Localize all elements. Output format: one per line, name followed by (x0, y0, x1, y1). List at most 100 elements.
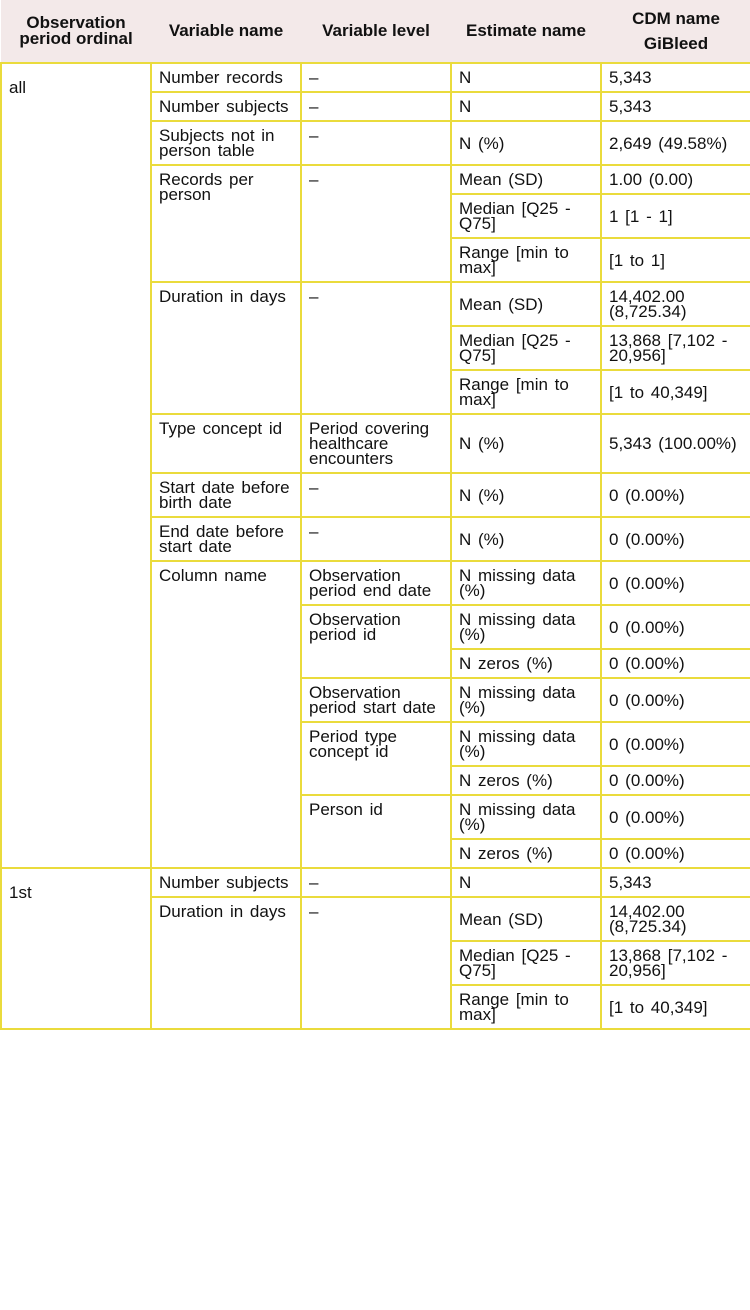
table-row: Column name Observation period end date N … (1, 560, 750, 869)
table-cell: Range [min to max] (450, 984, 602, 1030)
table-cell: N missing data (%) (450, 560, 602, 606)
table-cell: – (300, 867, 452, 898)
table-row: all Number records – N 5,343 (0, 62, 750, 869)
table-cell: N (%) (450, 120, 602, 166)
table-row: Duration in days – Mean (SD) 14,402.00 (8,7… (1, 281, 750, 415)
table-cell: 0 (0.00%) (600, 721, 750, 767)
table-cell: Period type concept id (300, 721, 452, 796)
table-cell: Observation period start date (300, 677, 452, 723)
table-cell: Median [Q25 - Q75] (450, 940, 602, 986)
table-row: End date before start date – N (%) 0 (0.00%… (1, 516, 750, 562)
table-cell: Median [Q25 - Q75] (450, 193, 602, 239)
table-cell: 0 (0.00%) (600, 648, 750, 679)
table-row: Records per person – Mean (SD) 1.00 (0.00) (1, 164, 750, 283)
table-cell: Range [min to max] (450, 369, 602, 415)
table-cell: 5,343 (600, 91, 750, 122)
table-cell: 0 (0.00%) (600, 560, 750, 606)
column-header: Variable level (301, 0, 451, 63)
table-row: Range [min to max] [1 to 40,349] (1, 984, 750, 1030)
table-cell: N (%) (450, 472, 602, 518)
table-cell: – (300, 281, 452, 415)
table-cell: N (450, 867, 602, 898)
table-cell: N (450, 62, 602, 93)
table-row: Range [min to max] [1 to 1] (1, 237, 750, 283)
table-cell: N (%) (450, 516, 602, 562)
table-cell: 5,343 (100.00%) (600, 413, 750, 474)
table-body: all Number records – N 5,343 Number subjects –… (0, 62, 750, 1030)
table-cell: N zeros (%) (450, 838, 602, 869)
table-cell: – (300, 472, 452, 518)
table-cell: – (300, 896, 452, 1030)
table-cell: all (0, 62, 152, 869)
table-cell: 1.00 (0.00) (600, 164, 750, 195)
table-row: 1st Number subjects – N 5,343 (0, 867, 750, 1030)
table-cell: Mean (SD) (450, 164, 602, 195)
table-cell: 5,343 (600, 62, 750, 93)
summary-table: Observation period ordinal Variable name… (0, 0, 750, 1030)
table-cell: N zeros (%) (450, 765, 602, 796)
column-header: Estimate name (451, 0, 601, 63)
table-cell: 0 (0.00%) (600, 838, 750, 869)
column-header: CDM name GiBleed (601, 0, 750, 63)
table-cell: N missing data (%) (450, 721, 602, 767)
table-row: N zeros (%) 0 (0.00%) (1, 838, 750, 869)
table-cell: Median [Q25 - Q75] (450, 325, 602, 371)
column-header: Variable name (151, 0, 301, 63)
table-row: Median [Q25 - Q75] 13,868 [7,102 - 20,956… (1, 325, 750, 371)
cdm-name-label: CDM name (632, 8, 720, 28)
table-cell: 0 (0.00%) (600, 604, 750, 650)
table-cell: Range [min to max] (450, 237, 602, 283)
table-cell: Number subjects (150, 91, 302, 122)
table-cell: 1st (0, 867, 152, 1030)
table-cell: – (300, 120, 452, 166)
table-cell: N missing data (%) (450, 677, 602, 723)
table-row: Median [Q25 - Q75] 13,868 [7,102 - 20,956… (1, 940, 750, 986)
table-cell: 14,402.00 (8,725.34) (600, 281, 750, 327)
table-cell: 13,868 [7,102 - 20,956] (600, 940, 750, 986)
table-cell: Period covering healthcare encounters (300, 413, 452, 474)
table-header: Observation period ordinal Variable name… (1, 0, 750, 63)
table-cell: [1 to 40,349] (600, 984, 750, 1030)
table-cell: Duration in days (150, 281, 302, 415)
table-cell: 13,868 [7,102 - 20,956] (600, 325, 750, 371)
table-cell: End date before start date (150, 516, 302, 562)
table-row: Range [min to max] [1 to 40,349] (1, 369, 750, 415)
table-cell: 0 (0.00%) (600, 794, 750, 840)
table-row: Subjects not in person table – N (%) 2,649 … (1, 120, 750, 166)
table-cell: N missing data (%) (450, 604, 602, 650)
table-cell: N (450, 91, 602, 122)
table-cell: 2,649 (49.58%) (600, 120, 750, 166)
table-cell: Duration in days (150, 896, 302, 1030)
table-cell: Type concept id (150, 413, 302, 474)
table-cell: – (300, 516, 452, 562)
table-cell: – (300, 91, 452, 122)
table-cell: Mean (SD) (450, 896, 602, 942)
table-cell: Records per person (150, 164, 302, 283)
table-row: Start date before birth date – N (%) 0 (0.0… (1, 472, 750, 518)
table-row: Observation period start date N missing d… (1, 677, 750, 723)
table-cell: Observation period end date (300, 560, 452, 606)
database-label: GiBleed (643, 33, 709, 53)
table-cell: 14,402.00 (8,725.34) (600, 896, 750, 942)
table-cell: Person id (300, 794, 452, 869)
table-cell: N (%) (450, 413, 602, 474)
table-cell: Number records (150, 62, 302, 93)
header-row: Observation period ordinal Variable name… (1, 0, 750, 63)
table-cell: Column name (150, 560, 302, 869)
table-row: Period type concept id N missing data (%)… (1, 721, 750, 796)
table-row: Observation period id N missing data (%) 0… (1, 604, 750, 679)
table-cell: 0 (0.00%) (600, 472, 750, 518)
table-row: Duration in days – Mean (SD) 14,402.00 (8,7… (1, 896, 750, 1030)
table-cell: 0 (0.00%) (600, 516, 750, 562)
table-row: Type concept id Period covering healthcar… (1, 413, 750, 474)
table-row: Person id N missing data (%) 0 (0.00%) (1, 794, 750, 869)
table-cell: – (300, 62, 452, 93)
table-cell: Observation period id (300, 604, 452, 679)
table-cell: [1 to 1] (600, 237, 750, 283)
table-cell: 1 [1 - 1] (600, 193, 750, 239)
table-row: Median [Q25 - Q75] 1 [1 - 1] (1, 193, 750, 239)
table-cell: [1 to 40,349] (600, 369, 750, 415)
table-row: N zeros (%) 0 (0.00%) (1, 765, 750, 796)
column-header: Observation period ordinal (1, 0, 151, 63)
